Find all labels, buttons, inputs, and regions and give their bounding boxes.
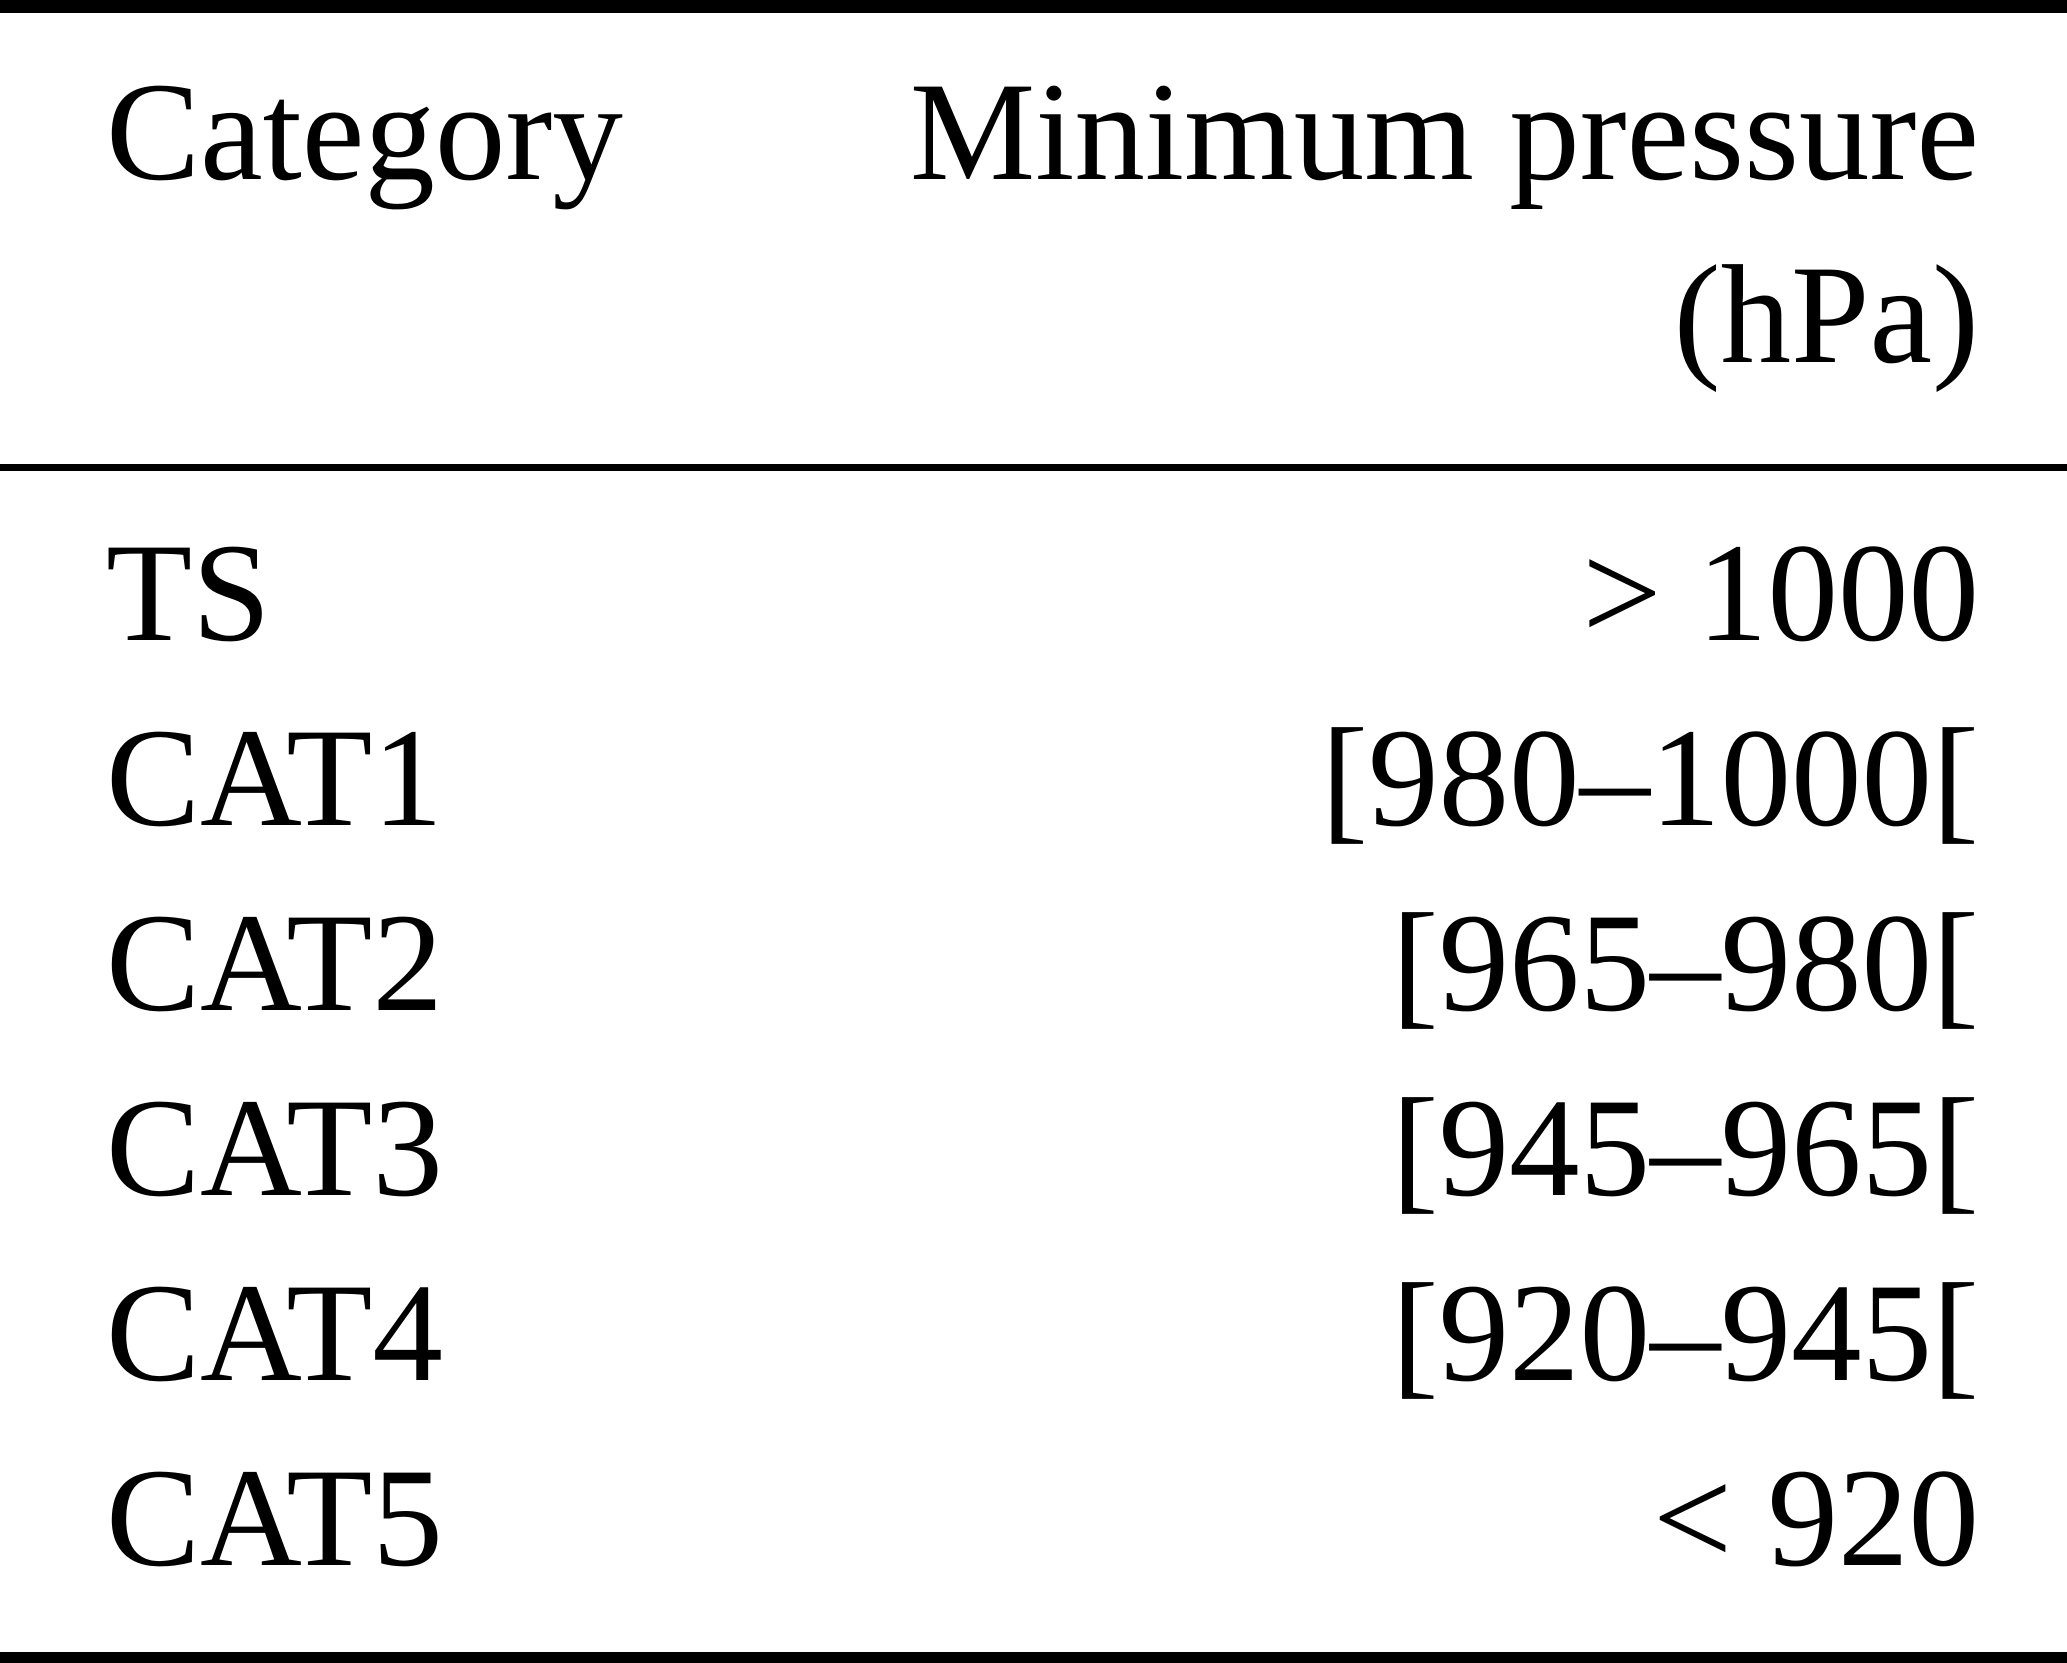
column-header-category: Category bbox=[106, 54, 623, 210]
table-row: TS > 1000 bbox=[106, 501, 1979, 686]
pressure-cell: [945–965[ bbox=[1391, 1070, 1979, 1226]
category-cell: CAT1 bbox=[106, 700, 443, 856]
pressure-cell: > 1000 bbox=[1582, 515, 1979, 671]
column-header-pressure-unit: (hPa) bbox=[1673, 237, 1979, 393]
table-row: CAT5 < 920 bbox=[106, 1426, 1979, 1611]
table-row: CAT2 [965–980[ bbox=[106, 871, 1979, 1056]
category-cell: CAT3 bbox=[106, 1070, 443, 1226]
category-cell: CAT4 bbox=[106, 1255, 443, 1411]
column-header-pressure-line1: Minimum pressure bbox=[909, 54, 1979, 210]
category-cell: CAT2 bbox=[106, 885, 443, 1041]
category-cell: CAT5 bbox=[106, 1440, 443, 1596]
pressure-cell: < 920 bbox=[1652, 1440, 1979, 1596]
pressure-cell: [965–980[ bbox=[1391, 885, 1979, 1041]
table-row: CAT4 [920–945[ bbox=[106, 1241, 1979, 1426]
table-top-rule bbox=[0, 0, 2067, 13]
table-mid-rule bbox=[0, 464, 2067, 471]
pressure-cell: [980–1000[ bbox=[1321, 700, 1979, 856]
table-row: CAT3 [945–965[ bbox=[106, 1056, 1979, 1241]
column-header-pressure: Minimum pressure (hPa) bbox=[910, 55, 1979, 393]
table-header-row: Category Minimum pressure (hPa) bbox=[0, 13, 2067, 464]
table-bottom-rule bbox=[0, 1652, 2067, 1663]
pressure-cell: [920–945[ bbox=[1391, 1255, 1979, 1411]
table-row: CAT1 [980–1000[ bbox=[106, 686, 1979, 871]
category-cell: TS bbox=[106, 515, 271, 671]
table-body: TS > 1000 CAT1 [980–1000[ CAT2 [965–980[… bbox=[0, 471, 2067, 1652]
